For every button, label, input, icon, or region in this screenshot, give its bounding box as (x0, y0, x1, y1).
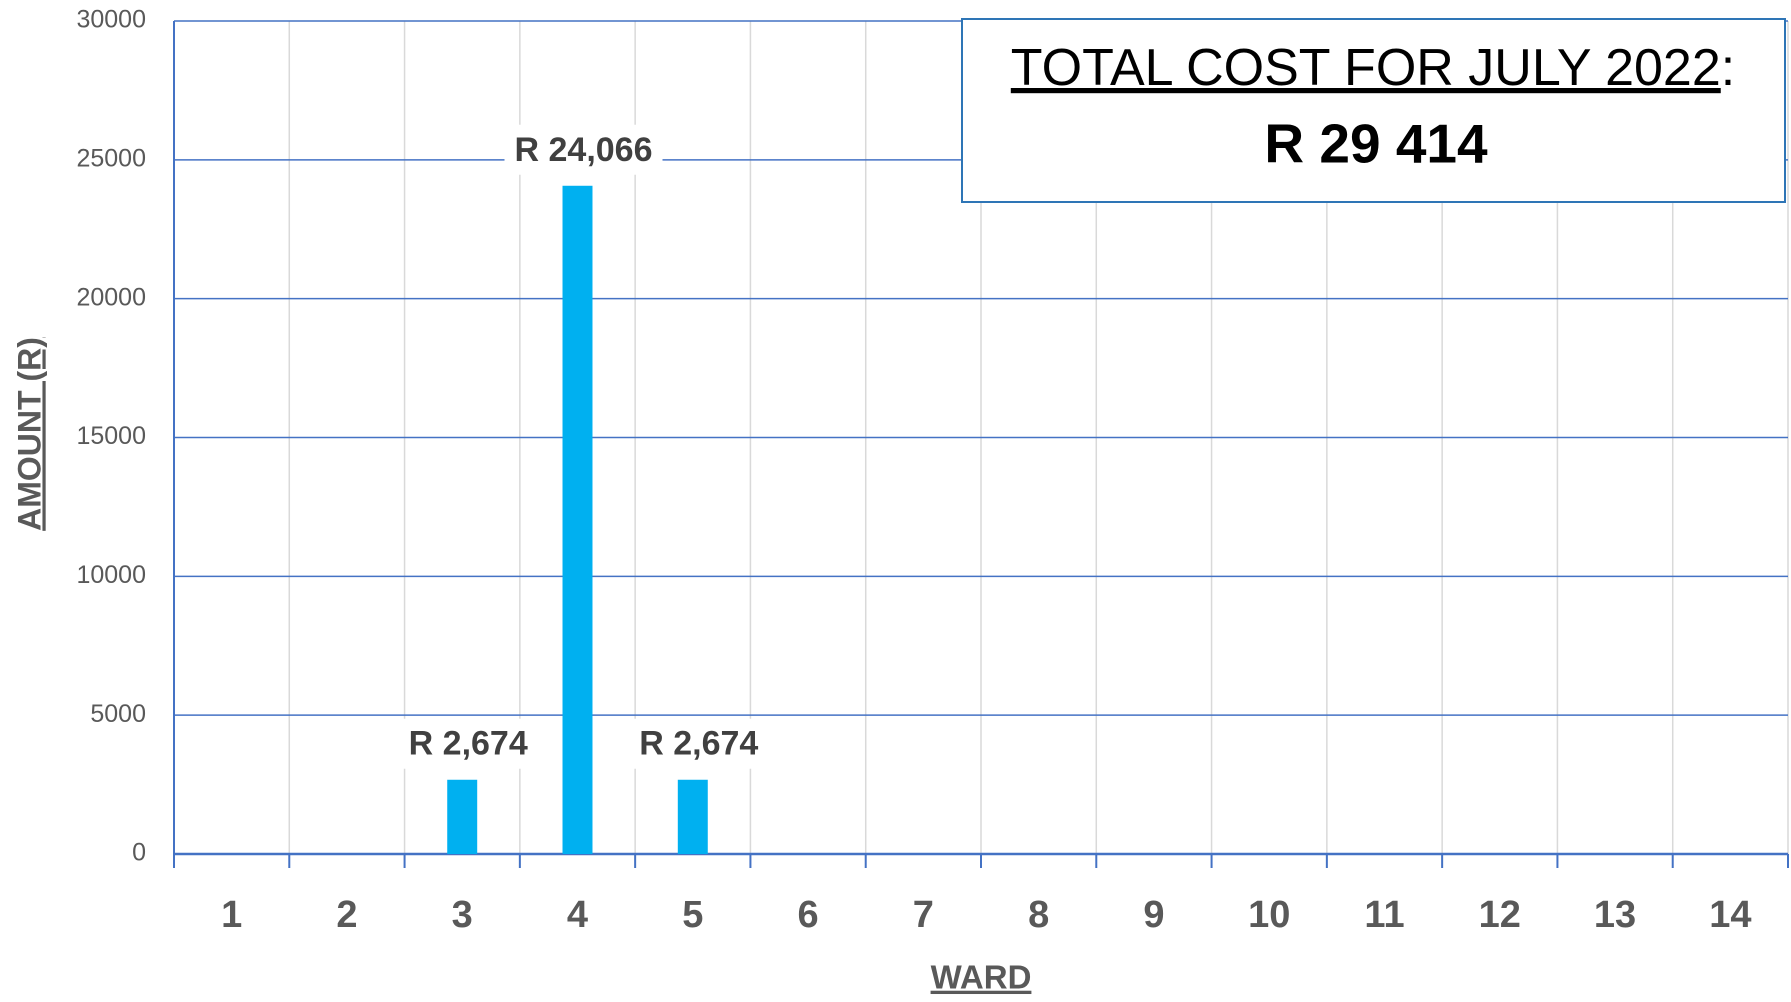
data-label: R 2,674 (409, 725, 528, 763)
y-axis-label: AMOUNT (R) (11, 337, 47, 531)
x-tick-label: 5 (682, 894, 703, 936)
annotation-heading-suffix: : (1721, 39, 1735, 97)
x-tick-label: 11 (1364, 894, 1404, 936)
x-tick-label: 3 (452, 894, 473, 936)
x-tick-label: 1 (221, 894, 242, 936)
y-tick-label: 25000 (76, 144, 146, 172)
y-tick-label: 5000 (90, 700, 146, 728)
data-label-background (629, 718, 769, 769)
data-label-background (504, 124, 663, 175)
x-axis-label: WARD (931, 959, 1032, 996)
annotation-total: R 29 414 (1264, 113, 1488, 175)
y-tick-label: 15000 (76, 422, 146, 450)
y-tick-label: 10000 (76, 561, 146, 589)
x-tick-label: 14 (1709, 894, 1751, 936)
annotation-heading-text: TOTAL COST FOR JULY 2022 (1011, 39, 1721, 97)
x-tick-label: 10 (1248, 894, 1290, 936)
x-tick-label: 13 (1594, 894, 1636, 936)
data-label: R 2,674 (639, 725, 758, 763)
bar (677, 779, 708, 854)
x-tick-label: 9 (1143, 894, 1164, 936)
y-tick-label: 0 (132, 839, 146, 867)
y-tick-label: 30000 (76, 6, 146, 34)
annotation-heading: TOTAL COST FOR JULY 2022: (1011, 39, 1735, 97)
x-tick-label: 8 (1028, 894, 1049, 936)
x-tick-label: 7 (913, 894, 934, 936)
annotation-box (961, 18, 1786, 203)
bar (562, 185, 593, 854)
y-tick-label: 20000 (76, 283, 146, 311)
x-tick-label: 2 (336, 894, 357, 936)
bar (447, 779, 478, 854)
data-label: R 24,066 (515, 131, 653, 169)
data-label-background (398, 718, 538, 769)
x-tick-label: 6 (798, 894, 819, 936)
x-tick-label: 12 (1479, 894, 1521, 936)
x-tick-label: 4 (567, 894, 588, 936)
